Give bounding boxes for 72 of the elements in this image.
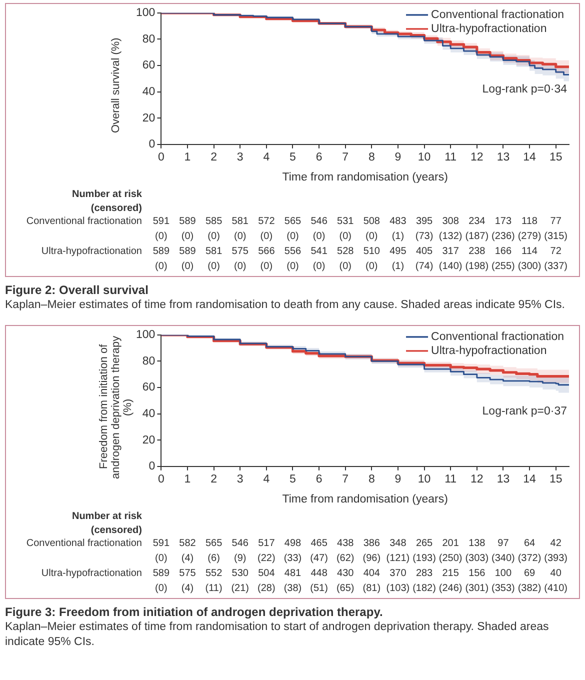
- text: Kaplan–Meier estimates of time from randomisation to death from any cause. Shaded areas indicate 95% CIs.: [5, 299, 565, 311]
- legend-label: Ultra-hypofractionation: [431, 345, 547, 358]
- y-tick-label: 20: [142, 434, 156, 446]
- y-axis-title: Freedom from initiation of androgen deprivation therapy (%): [98, 335, 134, 479]
- x-tick-label: 4: [263, 151, 270, 164]
- x-tick-label: 13: [496, 473, 510, 486]
- x-tick-label: 10: [418, 473, 431, 486]
- y-tick-label: 100: [136, 329, 156, 342]
- x-tick-label: 15: [549, 473, 562, 486]
- y-tick-label: 40: [142, 408, 156, 420]
- y-tick-label: 60: [142, 60, 156, 72]
- x-tick-label: 2: [210, 473, 218, 486]
- text: Conventional fractionation: [26, 215, 142, 229]
- annotation: Log-rank p=0·37: [482, 405, 567, 418]
- x-tick-label: 7: [342, 473, 349, 486]
- y-tick-label: 80: [142, 33, 156, 46]
- x-tick-label: 1: [184, 151, 191, 164]
- x-axis-title: Time from randomisation (years): [282, 171, 448, 184]
- x-tick-label: 5: [290, 473, 296, 486]
- x-tick-label: 14: [523, 151, 537, 164]
- text: (0) (4) (11) (21) (28) (38) (51) (65) (81) (103) (182) (246) (301) (353) (382) (410): [155, 583, 568, 594]
- x-tick-label: 0: [158, 473, 164, 486]
- y-tick-label: 40: [142, 86, 156, 98]
- y-tick-label: 0: [148, 138, 156, 151]
- legend-label: Conventional fractionation: [431, 331, 564, 344]
- x-tick-label: 13: [496, 151, 510, 164]
- x-axis-title: Time from randomisation (years): [282, 493, 448, 506]
- text: Number at risk (censored): [70, 188, 142, 216]
- text: Conventional fractionation: [26, 537, 142, 551]
- text: Number at risk (censored): [70, 510, 142, 538]
- x-tick-label: 12: [470, 473, 484, 486]
- x-tick-label: 1: [184, 473, 191, 486]
- x-tick-label: 4: [263, 473, 270, 486]
- x-tick-label: 2: [210, 151, 218, 164]
- y-tick-label: 80: [142, 355, 156, 368]
- text: Figure 2: Overall survival: [5, 283, 150, 298]
- x-tick-label: 7: [342, 151, 349, 164]
- x-tick-label: 3: [236, 473, 244, 486]
- text: (0) (4) (6) (9) (22) (33) (47) (62) (96) (121) (193) (250) (303) (340) (372) (393): [155, 553, 568, 564]
- text: (0) (0) (0) (0) (0) (0) (0) (0) (0) (1) (73) (132) (187) (236) (279) (315): [155, 231, 568, 242]
- text: Ultra-hypofractionation: [41, 245, 142, 259]
- y-axis-title: Overall survival (%): [110, 37, 122, 133]
- x-tick-label: 12: [470, 151, 484, 164]
- y-tick-label: 20: [142, 112, 156, 124]
- x-tick-label: 3: [236, 151, 244, 164]
- x-tick-label: 11: [444, 473, 457, 486]
- text: Ultra-hypofractionation: [41, 567, 142, 581]
- text: 589 575 552 530 504 481 448 430 404 370 283 215 156 100 69 40: [152, 568, 562, 579]
- text: 589 589 581 575 566 556 541 528 510 495 405 317 238 166 114 72: [152, 246, 562, 257]
- text: Kaplan–Meier estimates of time from randomisation to start of androgen deprivation therapy. Shaded areas indicate 95% CIs.: [5, 621, 549, 648]
- y-tick-label: 100: [136, 7, 156, 20]
- x-tick-label: 9: [394, 473, 402, 486]
- y-tick-label: 60: [142, 382, 156, 394]
- x-tick-label: 14: [523, 473, 537, 486]
- x-tick-label: 0: [158, 151, 164, 164]
- x-tick-label: 10: [418, 151, 431, 164]
- annotation: Log-rank p=0·34: [482, 83, 568, 96]
- x-tick-label: 5: [290, 151, 296, 164]
- x-tick-label: 6: [316, 151, 322, 164]
- text: Figure 3: Freedom from initiation of androgen deprivation therapy.: [5, 605, 384, 620]
- text: 591 589 585 581 572 565 546 531 508 483 395 308 234 173 118 77: [152, 216, 562, 227]
- legend-label: Conventional fractionation: [431, 9, 564, 22]
- y-tick-label: 0: [148, 460, 156, 473]
- x-tick-label: 11: [444, 151, 457, 164]
- x-tick-label: 15: [549, 151, 562, 164]
- x-tick-label: 9: [394, 151, 402, 164]
- legend-label: Ultra-hypofractionation: [431, 23, 547, 36]
- x-tick-label: 8: [368, 151, 375, 164]
- x-tick-label: 8: [368, 473, 375, 486]
- x-tick-label: 6: [316, 473, 322, 486]
- text: 591 582 565 546 517 498 465 438 386 348 265 201 138 97 64 42: [152, 538, 562, 549]
- text: (0) (0) (0) (0) (0) (0) (0) (0) (0) (1) (74) (140) (198) (255) (300) (337): [155, 261, 568, 272]
